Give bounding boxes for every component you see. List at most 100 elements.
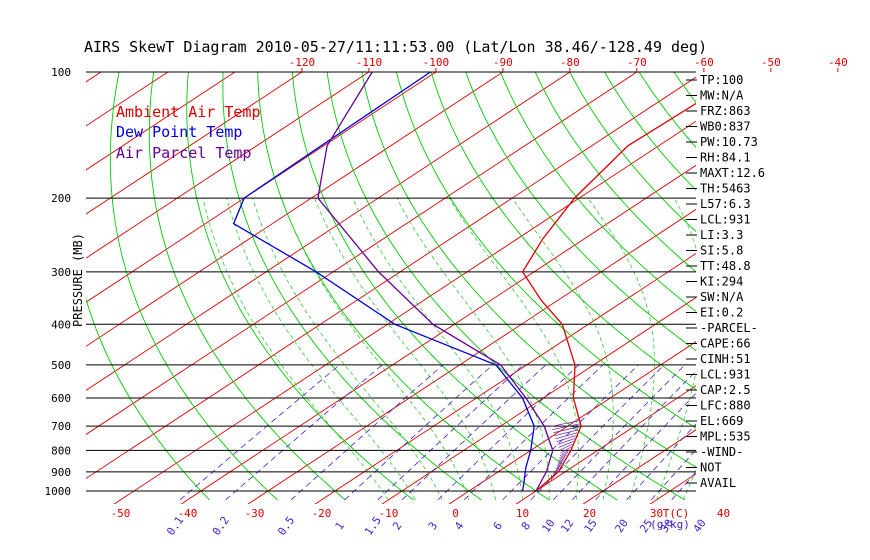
mixing-ratio-line [530, 364, 665, 501]
index-entry: CAP:2.5 [700, 383, 751, 397]
mixing-ratio-tick-label: 10 [539, 517, 557, 535]
isotherm-line [86, 72, 303, 215]
moist-adiabat-line [449, 197, 580, 500]
dry-adiabat-line [673, 72, 696, 103]
index-entry: NOT [700, 461, 722, 475]
index-entry: RH:84.1 [700, 151, 751, 165]
mixing-ratio-line [650, 449, 696, 501]
mixing-ratio-line [225, 364, 383, 501]
index-entry: -WIND- [700, 445, 743, 459]
y-axis-label: PRESSURE (MB) [71, 233, 85, 327]
mixing-ratio-tick-label: 40 [691, 517, 709, 535]
index-entry: LCL:931 [700, 213, 751, 227]
mixing-ratio-line [401, 364, 547, 501]
isotherm-line [86, 72, 504, 347]
mixing-ratio-line [290, 364, 444, 501]
top-temp-tick-label: -90 [493, 56, 513, 69]
dry-adiabat-line [465, 72, 696, 352]
dry-adiabat-line [770, 63, 870, 500]
index-entry: LI:3.3 [700, 228, 743, 242]
cape-hatch-mark [556, 459, 564, 467]
index-entry: FRZ:863 [700, 104, 751, 118]
legend-entry-dewpoint-temp-line: Dew Point Temp [116, 123, 242, 141]
mixing-ratio-line [463, 364, 604, 501]
dry-adiabat-line [804, 63, 870, 500]
pressure-tick-label: 900 [51, 466, 71, 479]
isotherm-line [515, 385, 696, 504]
mixing-ratio-units: (g/kg) [650, 518, 690, 531]
cape-hatch-mark [555, 464, 561, 472]
ambient-temp-line [521, 102, 696, 492]
bottom-temp-tick-label: 20 [583, 507, 596, 520]
top-temp-tick-label: -110 [356, 56, 383, 69]
cape-hatch-mark [559, 449, 570, 456]
mixing-ratio-line [344, 364, 493, 501]
mixing-ratio-tick-label: 6 [491, 520, 505, 533]
mixing-ratio-line [626, 423, 696, 501]
mixing-ratio-tick-label: 0.5 [275, 514, 297, 538]
mixing-ratio-line [437, 364, 579, 501]
top-temp-tick-label: -50 [761, 56, 781, 69]
bottom-temp-tick-label: 30 [650, 507, 663, 520]
pressure-tick-label: 1000 [45, 485, 72, 498]
isotherm-line [86, 72, 437, 303]
moist-adiabat-line [281, 197, 470, 501]
bottom-temp-tick-label: -30 [245, 507, 265, 520]
cape-hatch-mark [553, 426, 580, 434]
bottom-temp-tick-label: -20 [312, 507, 332, 520]
index-entry: -PARCEL- [700, 321, 758, 335]
isotherm-line [314, 252, 696, 504]
chart-title: AIRS SkewT Diagram 2010-05-27/11:11:53.0… [84, 38, 707, 56]
cape-hatch-mark [558, 454, 567, 462]
mixing-ratio-line [179, 364, 340, 501]
bottom-temp-tick-label: -40 [178, 507, 198, 520]
bottom-temp-tick-label: -10 [379, 507, 399, 520]
index-entry: WB0:837 [700, 120, 751, 134]
dry-adiabat-line [500, 72, 696, 312]
bottom-temp-tick-label: 10 [516, 507, 529, 520]
cape-hatch-mark [557, 457, 566, 464]
mixing-ratio-tick-label: 3 [426, 520, 440, 533]
pressure-tick-label: 100 [51, 66, 71, 79]
isotherm-line [180, 164, 696, 504]
cape-hatch-mark [554, 467, 560, 474]
dry-adiabat-line [534, 72, 696, 273]
top-temp-tick-label: -120 [289, 56, 316, 69]
cape-hatch-mark [557, 438, 575, 445]
dry-adiabat-line [109, 72, 278, 501]
mixing-ratio-tick-label: 15 [582, 517, 600, 535]
dry-adiabat-line [839, 63, 870, 500]
bottom-temp-tick-label: 0 [452, 507, 459, 520]
isotherm-line [0, 63, 48, 509]
moist-adiabat-line [202, 198, 389, 501]
legend-entry-parcel-temp-line: Air Parcel Temp [116, 144, 251, 162]
isotherm-line [381, 297, 696, 504]
mixing-ratio-tick-label: 0.2 [210, 514, 232, 538]
moist-adiabat-line [314, 197, 497, 500]
dry-adiabat-line [148, 72, 346, 501]
bottom-temp-tick-label: -50 [111, 507, 131, 520]
legend-entry-ambient-temp-line: Ambient Air Temp [116, 103, 261, 121]
moist-adiabat-line [226, 197, 416, 501]
pressure-tick-label: 600 [51, 392, 71, 405]
top-temp-tick-label: -70 [627, 56, 647, 69]
x-axis-units: T(C) [663, 507, 690, 520]
index-entry: MW:N/A [700, 89, 744, 103]
index-entry: LCL:931 [700, 368, 751, 382]
mixing-ratio-tick-label: 20 [613, 517, 631, 535]
cape-hatch-mark [555, 432, 578, 440]
parcel-temp-line [317, 72, 554, 492]
mixing-ratio-tick-label: 2 [390, 520, 404, 533]
index-entry: PW:10.73 [700, 135, 758, 149]
mixing-ratio-line [595, 392, 696, 501]
index-entry: EI:0.2 [700, 306, 743, 320]
isotherm-line [86, 72, 571, 391]
cape-hatch-mark [560, 446, 572, 454]
index-entry: SW:N/A [700, 290, 744, 304]
mixing-ratio-tick-label: 8 [519, 520, 533, 533]
index-entry: MPL:535 [700, 430, 751, 444]
isotherm-line [86, 72, 370, 259]
pressure-tick-label: 800 [51, 444, 71, 457]
cape-hatch-mark [556, 435, 576, 443]
dry-adiabat-line [291, 72, 618, 501]
